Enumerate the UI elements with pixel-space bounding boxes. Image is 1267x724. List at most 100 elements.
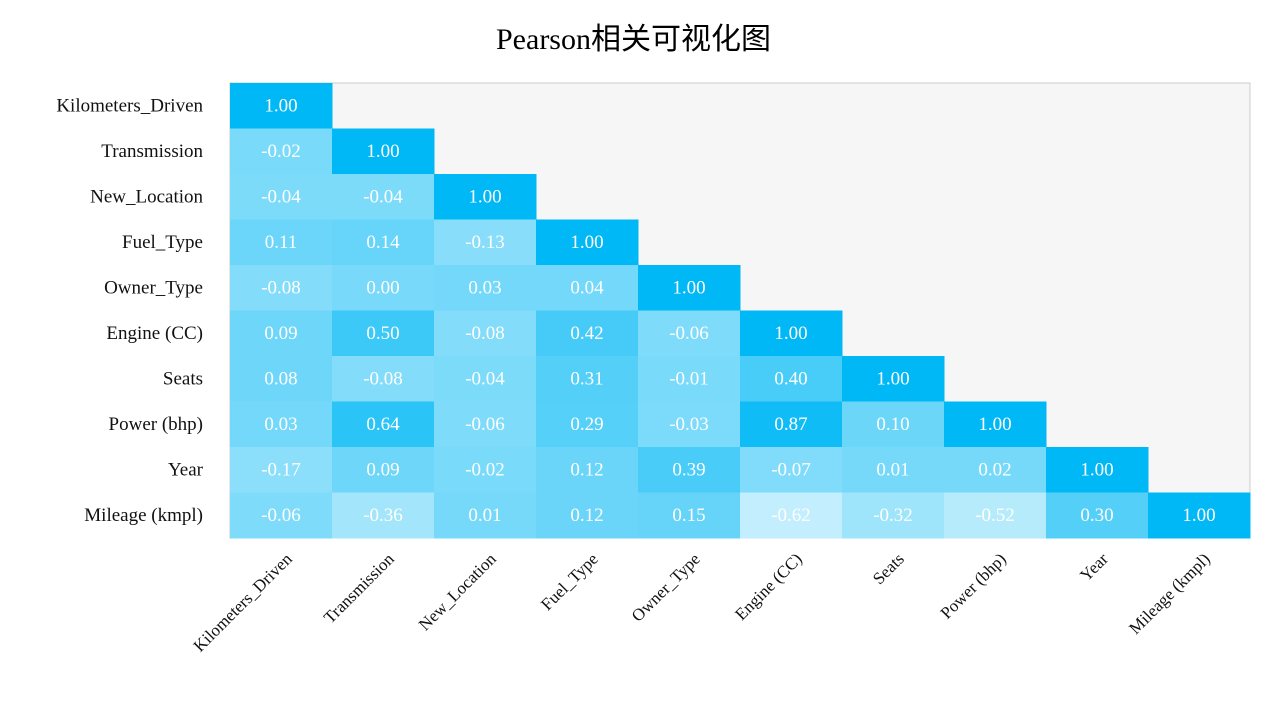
x-tick-label: Fuel_Type [537,549,602,614]
heatmap-cell [536,492,639,539]
heatmap-cell [1046,447,1149,493]
heatmap-cell [740,356,843,402]
cell-value-label: -0.13 [465,232,505,253]
cell-value-label: 0.04 [570,277,604,298]
cell-value-label: -0.32 [873,505,913,526]
cell-value-label: 1.00 [366,141,399,162]
chart-title: Pearson相关可视化图 [496,23,771,56]
y-tick-label: Seats [163,368,203,389]
cell-value-label: 1.00 [468,186,501,207]
heatmap-cell [740,310,843,357]
heatmap-cell [332,128,435,175]
cell-value-label: 1.00 [774,323,807,344]
cell-value-label: 0.40 [774,368,807,389]
heatmap-cell [536,219,639,266]
y-tick-label: Year [168,459,204,480]
heatmap-cell [434,447,537,493]
cell-value-label: 1.00 [978,414,1011,435]
cell-value-label: 1.00 [876,368,909,389]
heatmap-cell [536,265,639,311]
heatmap-cell [842,356,945,402]
y-tick-label: Kilometers_Driven [56,95,203,116]
y-tick-label: Engine (CC) [106,323,203,344]
x-tick-label: Power (bhp) [937,549,1010,622]
heatmap-cell [332,174,435,220]
heatmap-cell [638,492,741,539]
cell-value-label: -0.52 [975,505,1015,526]
heatmap-cell [434,492,537,539]
cell-value-label: 0.09 [366,459,399,480]
heatmap-cell [842,447,945,493]
cell-value-label: -0.08 [261,277,301,298]
cell-value-label: 0.03 [264,414,297,435]
heatmap-cell [230,265,333,311]
heatmap-cell [536,310,639,357]
cell-value-label: 0.50 [366,323,399,344]
heatmap-cell [332,447,435,493]
cell-value-label: 0.39 [672,459,705,480]
cell-value-label: -0.08 [465,323,505,344]
cell-value-label: 0.42 [570,323,603,344]
cell-value-label: 0.31 [570,368,603,389]
cell-value-label: -0.17 [261,459,301,480]
cell-value-label: -0.02 [261,141,301,162]
y-axis-labels: Kilometers_Driven Transmission New_Locatio… [56,95,203,526]
heatmap-cell [332,265,435,311]
cell-value-label: 0.02 [978,459,1011,480]
heatmap-cell [434,310,537,357]
x-tick-label: Owner_Type [628,549,704,625]
cell-value-label: 0.03 [468,277,501,298]
heatmap-cell [434,356,537,402]
heatmap-cell [230,310,333,357]
heatmap-cell [434,401,537,448]
heatmap-cell [230,447,333,493]
cell-value-label: -0.08 [363,368,403,389]
cell-value-label: -0.04 [261,186,301,207]
x-tick-label: Kilometers_Driven [190,549,297,656]
y-tick-label: Transmission [101,141,203,162]
heatmap-cell [434,174,537,220]
cell-value-label: -0.06 [465,414,505,435]
cell-value-label: -0.03 [669,414,709,435]
heatmap-cell [230,219,333,266]
x-tick-label: Transmission [320,549,398,627]
heatmap-cell [638,356,741,402]
heatmap-cell [944,447,1047,493]
heatmap-cell [944,401,1047,448]
heatmap-cell [740,401,843,448]
y-tick-label: Power (bhp) [109,414,203,435]
cell-value-label: 0.01 [468,505,501,526]
cell-value-label: 0.00 [366,277,399,298]
cell-value-label: 0.14 [366,232,400,253]
cell-value-label: 0.12 [570,459,603,480]
heatmap-cell [434,219,537,266]
y-tick-label: New_Location [90,186,203,207]
cell-value-label: -0.04 [363,186,403,207]
heatmap-cell [536,447,639,493]
cell-value-label: 0.08 [264,368,297,389]
heatmap-cells: 1.00 -0.02 1.00 -0.04 -0.04 1.00 0.11 0.14 -0.13… [230,83,1251,539]
cell-value-label: -0.07 [771,459,811,480]
heatmap-cell [536,356,639,402]
heatmap-cell [944,492,1047,539]
heatmap-cell [1046,492,1149,539]
cell-value-label: 1.00 [570,232,603,253]
heatmap-cell [332,310,435,357]
cell-value-label: -0.01 [669,368,709,389]
cell-value-label: 1.00 [264,95,297,116]
cell-value-label: 0.29 [570,414,603,435]
x-tick-label: Year [1076,549,1112,585]
x-tick-label: New_Location [415,549,500,634]
cell-value-label: -0.36 [363,505,403,526]
heatmap-cell [638,310,741,357]
x-tick-label: Mileage (kmpl) [1125,549,1214,638]
heatmap-cell [230,401,333,448]
heatmap-cell [842,401,945,448]
heatmap-cell [1148,492,1251,539]
x-tick-label: Seats [869,549,908,588]
cell-value-label: -0.62 [771,505,811,526]
cell-value-label: 0.01 [876,459,909,480]
y-tick-label: Owner_Type [104,277,203,298]
heatmap-cell [332,492,435,539]
cell-value-label: 0.09 [264,323,297,344]
